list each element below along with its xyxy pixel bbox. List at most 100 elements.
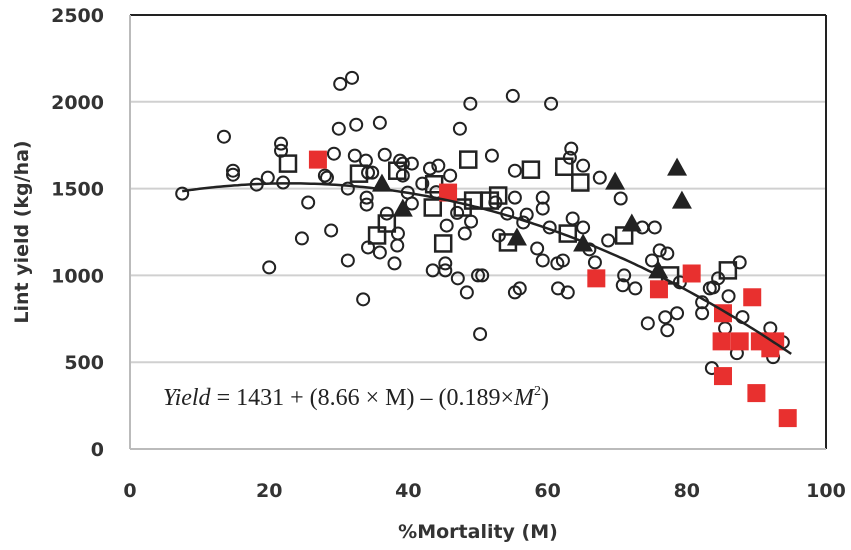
circle-point <box>359 190 374 205</box>
open-square-point <box>521 160 541 179</box>
red-square-point <box>649 280 668 299</box>
red-square-point <box>747 384 766 403</box>
y-tick-label: 1000 <box>51 265 104 287</box>
y-tick-label: 1500 <box>51 179 104 201</box>
circle-point <box>301 195 316 210</box>
red-square-point <box>587 269 606 288</box>
circle-point <box>326 146 341 161</box>
open-square-point <box>433 234 453 253</box>
circle-point <box>340 253 355 268</box>
circle-point <box>544 96 559 111</box>
circle-point <box>628 281 643 296</box>
x-tick-label: 60 <box>534 480 560 502</box>
circle-point <box>439 218 454 233</box>
triangle-point <box>392 198 413 217</box>
eq-sup: 2 <box>534 384 541 399</box>
circle-point <box>457 226 472 241</box>
circle-point <box>660 323 675 338</box>
circle-point <box>226 163 241 178</box>
circle-point <box>706 280 721 295</box>
circle-point <box>473 327 488 342</box>
triangle-point <box>671 190 692 209</box>
circle-point <box>652 243 667 258</box>
circle-point <box>592 170 607 185</box>
circle-point <box>274 136 289 151</box>
eq-close: ) <box>541 385 549 411</box>
circle-point <box>615 278 630 293</box>
circle-point <box>450 205 465 220</box>
circle-point <box>507 190 522 205</box>
open-square-point <box>555 157 574 176</box>
circle-point <box>333 76 348 91</box>
circle-point <box>377 147 392 162</box>
circle-point <box>359 197 374 212</box>
red-square-point <box>713 367 732 386</box>
circle-point <box>555 253 570 268</box>
circle-point <box>387 256 402 271</box>
circle-point <box>471 268 485 283</box>
circle-point <box>507 285 522 300</box>
circle-point <box>576 220 591 235</box>
circle-point <box>294 231 309 246</box>
open-square-point <box>571 173 590 192</box>
circle-point <box>695 306 710 321</box>
circle-point <box>324 223 339 238</box>
y-tick-label: 2000 <box>51 92 104 114</box>
y-tick-label: 2500 <box>51 5 104 27</box>
circle-point <box>613 191 628 206</box>
triangle-point <box>605 171 626 190</box>
circle-point <box>216 129 231 144</box>
open-square-point <box>377 214 397 233</box>
red-square-point <box>743 288 762 307</box>
circle-point <box>475 268 490 283</box>
circle-point <box>464 214 479 229</box>
circle-point <box>601 233 616 248</box>
x-tick-label: 20 <box>256 480 282 502</box>
circle-point <box>372 245 387 260</box>
red-square-point <box>761 339 780 358</box>
circle-point <box>226 167 241 182</box>
circle-point <box>438 263 453 278</box>
circle-point <box>535 190 550 205</box>
y-tick-label: 500 <box>64 352 104 374</box>
circle-point <box>260 170 275 185</box>
open-square-point <box>423 198 443 217</box>
open-square-point <box>388 161 407 180</box>
circle-point <box>564 141 579 156</box>
circle-point <box>587 255 602 270</box>
red-square-point <box>308 150 327 169</box>
triangle-point <box>506 227 527 246</box>
circle-point <box>535 201 550 216</box>
x-tick-label: 80 <box>674 480 700 502</box>
regression-equation: Yield = 1431 + (8.66 × M) – (0.189×M2) <box>163 384 549 411</box>
circle-point <box>372 115 387 130</box>
x-tick-label: 0 <box>123 480 136 502</box>
circle-point <box>565 211 580 226</box>
circle-point <box>640 316 655 331</box>
triangle-point <box>621 213 642 232</box>
x-axis-title: %Mortality (M) <box>398 521 558 543</box>
circle-point <box>317 168 332 183</box>
circle-point <box>645 253 659 268</box>
circle-point <box>345 70 360 85</box>
circle-point <box>670 306 685 321</box>
x-tick-label: 100 <box>806 480 846 502</box>
circle-point <box>356 292 371 307</box>
triangle-point <box>667 157 688 176</box>
circle-point <box>576 158 591 173</box>
circle-point <box>505 88 520 103</box>
circle-point <box>560 285 575 300</box>
circle-point <box>438 256 453 271</box>
circle-point <box>431 158 446 173</box>
circle-point <box>340 181 355 196</box>
circle-point <box>379 206 394 221</box>
open-square-point <box>459 150 478 169</box>
circle-point <box>660 246 675 261</box>
circle-point <box>617 268 632 283</box>
red-square-point <box>730 332 749 351</box>
circle-point <box>347 148 362 163</box>
red-square-point <box>778 409 797 428</box>
circle-point <box>262 260 277 275</box>
circle-point <box>450 271 465 286</box>
